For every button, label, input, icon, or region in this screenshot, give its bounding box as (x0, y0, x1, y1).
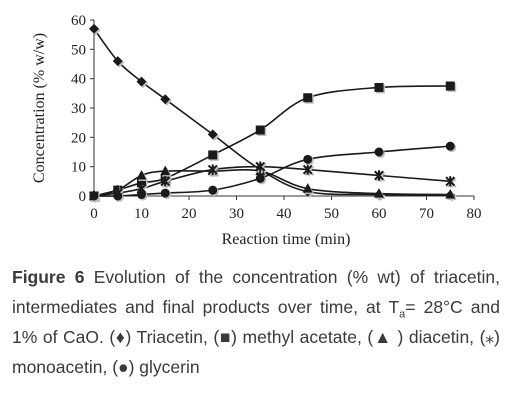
y-tick-label: 10 (71, 160, 86, 176)
x-axis-ticks: 0 10 20 30 40 50 60 70 80 (90, 196, 482, 222)
y-axis-ticks: 0 10 20 30 40 50 60 (71, 13, 94, 205)
star-marker (374, 170, 384, 181)
circle-marker (89, 191, 99, 201)
caption-subscript: a (399, 308, 406, 321)
circle-marker (255, 173, 265, 183)
diamond-marker (207, 129, 218, 140)
diamond-marker (112, 56, 123, 67)
x-tick-label: 60 (372, 206, 387, 222)
square-marker (137, 178, 146, 188)
x-tick-label: 10 (134, 206, 149, 222)
square-marker (255, 125, 265, 135)
caption-text-end: = 28°C and 1% of CaO. (♦) Triacetin, (■)… (12, 297, 500, 377)
x-tick-label: 50 (324, 206, 339, 222)
diamond-marker (136, 76, 147, 87)
caption-text: Evolution of the concentration (% wt) of… (12, 267, 500, 317)
figure-caption: Figure 6 Evolution of the concentration … (12, 262, 500, 382)
circle-marker (137, 190, 146, 200)
star-marker (255, 161, 266, 172)
triangle-marker (160, 165, 171, 176)
triangle-marker (445, 189, 456, 199)
y-tick-label: 50 (71, 42, 86, 58)
star-marker (207, 164, 218, 175)
x-axis-title: Reaction time (min) (222, 231, 351, 248)
circle-marker (208, 185, 218, 195)
circle-marker (374, 147, 384, 157)
x-tick-label: 0 (90, 206, 98, 222)
star-marker (302, 164, 313, 175)
x-tick-label: 40 (277, 206, 292, 222)
square-marker (303, 93, 313, 103)
square-marker (445, 81, 455, 91)
star-marker (445, 176, 456, 187)
circle-marker (445, 141, 455, 151)
y-tick-label: 40 (71, 72, 86, 88)
square-marker (208, 150, 218, 160)
y-tick-label: 60 (71, 13, 86, 29)
diamond-marker (89, 23, 99, 34)
y-tick-label: 30 (71, 101, 86, 117)
star-marker (160, 176, 171, 187)
x-tick-label: 70 (419, 206, 434, 222)
concentration-chart: 0 10 20 30 40 50 60 0 10 20 30 40 50 60 70 80 Reaction… (31, 13, 482, 248)
series-line-diamond (93, 28, 451, 196)
x-tick-label: 30 (229, 206, 244, 222)
circle-marker (113, 191, 123, 201)
x-tick-label: 80 (467, 206, 482, 222)
x-tick-label: 20 (182, 206, 197, 222)
triangle-marker (374, 188, 384, 198)
y-tick-label: 0 (79, 189, 87, 205)
y-tick-label: 20 (71, 130, 86, 146)
series-layer (89, 23, 457, 203)
series-circle (89, 141, 457, 202)
figure-label: Figure 6 (12, 267, 85, 287)
triangle-marker (136, 169, 147, 180)
series-square (89, 81, 457, 202)
series-line-square (93, 85, 451, 197)
diamond-marker (160, 94, 171, 105)
square-marker (374, 82, 384, 92)
triangle-marker (302, 183, 313, 193)
y-axis-title: Concentration (% w/w) (31, 33, 48, 183)
circle-marker (160, 188, 170, 198)
circle-marker (303, 154, 313, 164)
